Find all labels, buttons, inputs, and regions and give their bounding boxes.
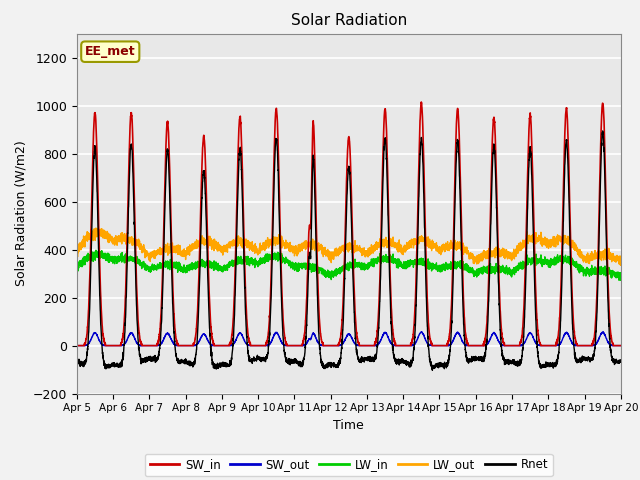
LW_out [329,254,337,260]
SW_out [73,343,81,348]
Rnet [471,354,479,360]
SW_in [328,343,336,348]
SW_out [616,343,624,348]
LW_in [329,273,337,278]
LW_in [171,261,179,266]
Line: LW_in: LW_in [77,250,621,280]
LW_in [615,277,623,283]
SW_in [480,343,488,348]
LW_out [441,249,449,254]
SW_out [471,343,479,348]
SW_in [502,343,509,348]
SW_out [418,329,426,335]
Rnet [441,360,449,365]
Line: LW_out: LW_out [77,228,621,265]
SW_out [617,343,625,348]
SW_in [441,343,449,348]
LW_out [616,257,624,263]
Rnet [616,358,624,363]
SW_in [471,343,479,348]
LW_in [471,268,479,274]
Rnet [429,367,436,373]
SW_in [617,343,625,348]
SW_out [171,342,179,348]
LW_out [471,257,479,263]
SW_out [502,343,509,348]
Text: EE_met: EE_met [85,45,136,58]
LW_out [73,246,81,252]
SW_out [441,343,449,348]
LW_in [502,271,509,276]
LW_in [73,263,81,268]
SW_in [73,343,81,348]
Line: Rnet: Rnet [77,131,621,370]
SW_in [616,343,624,348]
LW_in [441,265,449,271]
LW_out [171,246,179,252]
LW_out [617,263,625,268]
Line: SW_out: SW_out [77,332,621,346]
SW_in [171,321,179,327]
Y-axis label: Solar Radiation (W/m2): Solar Radiation (W/m2) [14,141,27,287]
X-axis label: Time: Time [333,419,364,432]
LW_in [92,247,100,253]
LW_out [502,253,509,259]
Rnet [599,128,607,134]
Rnet [328,362,336,368]
Title: Solar Radiation: Solar Radiation [291,13,407,28]
Rnet [617,358,625,363]
LW_in [616,277,624,283]
Legend: SW_in, SW_out, LW_in, LW_out, Rnet: SW_in, SW_out, LW_in, LW_out, Rnet [145,454,553,476]
Line: SW_in: SW_in [77,102,621,346]
LW_in [617,277,625,283]
Rnet [502,360,509,366]
SW_in [417,99,425,105]
Rnet [171,339,179,345]
LW_out [92,225,100,231]
SW_out [328,343,336,348]
Rnet [73,360,81,365]
